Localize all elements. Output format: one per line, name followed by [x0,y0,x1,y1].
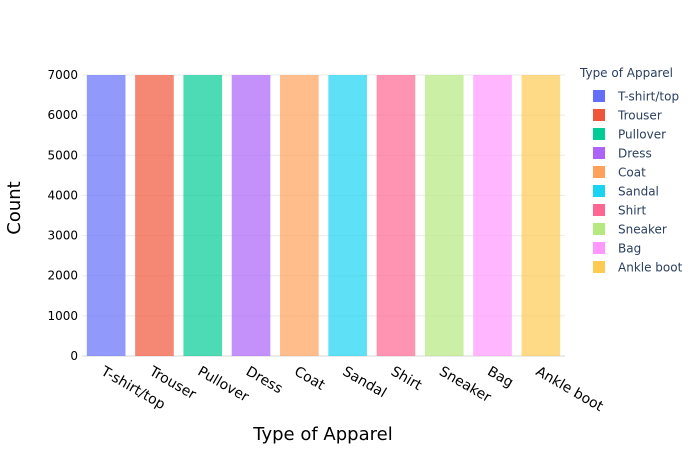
y-axis-ticks: 0 1000 2000 3000 4000 5000 6000 7000 [47,68,78,363]
x-tick-label: Bag [485,364,516,391]
legend-label: Pullover [618,128,666,142]
y-tick-label: 2000 [47,269,78,283]
bar-trouser[interactable] [135,75,174,356]
legend-swatch [593,109,605,121]
legend-swatch [593,223,605,235]
bar-t-shirt-top[interactable] [86,75,126,356]
bar-sandal[interactable] [328,75,367,356]
y-tick-label: 5000 [47,148,78,162]
legend-label: Sneaker [618,223,667,237]
legend-swatch [593,128,605,140]
bar-coat[interactable] [280,75,319,356]
legend-label: Sandal [618,185,659,199]
legend-label: Dress [618,147,652,161]
bar-shirt[interactable] [376,75,416,356]
y-tick-label: 6000 [47,108,78,122]
x-tick-label: Ankle boot [533,364,606,416]
legend-label: Shirt [618,204,646,218]
bars [86,75,561,356]
legend-item[interactable]: Dress [593,147,652,161]
y-tick-label: 3000 [47,229,78,243]
legend-label: T-shirt/top [617,90,679,104]
y-axis-title: Count [4,181,25,234]
legend-label: Trouser [617,109,662,123]
legend-label: Coat [618,166,646,180]
legend-swatch [593,242,605,254]
legend-items[interactable]: T-shirt/top Trouser Pullover Dress Coat Sanda… [593,90,683,275]
legend-swatch [593,90,605,102]
legend-title: Type of Apparel [579,66,673,80]
legend-swatch [593,261,605,273]
legend-swatch [593,147,605,159]
x-tick-label: Shirt [388,364,425,395]
bar-ankle-boot[interactable] [521,75,561,356]
legend-swatch [593,204,605,216]
legend-swatch [593,185,605,197]
bar-sneaker[interactable] [424,75,464,356]
legend-item[interactable]: Sneaker [593,223,667,237]
bar-bag[interactable] [473,75,512,356]
legend-item[interactable]: Bag [593,242,641,256]
legend-item[interactable]: T-shirt/top [593,90,679,104]
legend-item[interactable]: Ankle boot [593,261,683,275]
legend-label: Bag [618,242,641,256]
y-tick-label: 7000 [47,68,78,82]
legend-item[interactable]: Shirt [593,204,646,218]
x-tick-label: Sneaker [436,364,494,406]
y-tick-label: 1000 [47,309,78,323]
x-axis-title: Type of Apparel [252,424,392,445]
x-tick-label: Coat [291,364,328,394]
legend-swatch [593,166,605,178]
y-tick-label: 4000 [47,188,78,202]
legend-item[interactable]: Pullover [593,128,666,142]
legend-label: Ankle boot [618,261,683,275]
bar-pullover[interactable] [183,75,223,356]
legend-item[interactable]: Coat [593,166,646,180]
x-tick-label: Pullover [195,364,252,406]
y-tick-label: 0 [70,349,78,363]
legend[interactable]: Type of Apparel T-shirt/top Trouser Pullov… [579,66,683,275]
x-tick-label: Sandal [340,364,389,402]
legend-item[interactable]: Trouser [593,109,662,123]
bar-dress[interactable] [231,75,271,356]
legend-item[interactable]: Sandal [593,185,659,199]
